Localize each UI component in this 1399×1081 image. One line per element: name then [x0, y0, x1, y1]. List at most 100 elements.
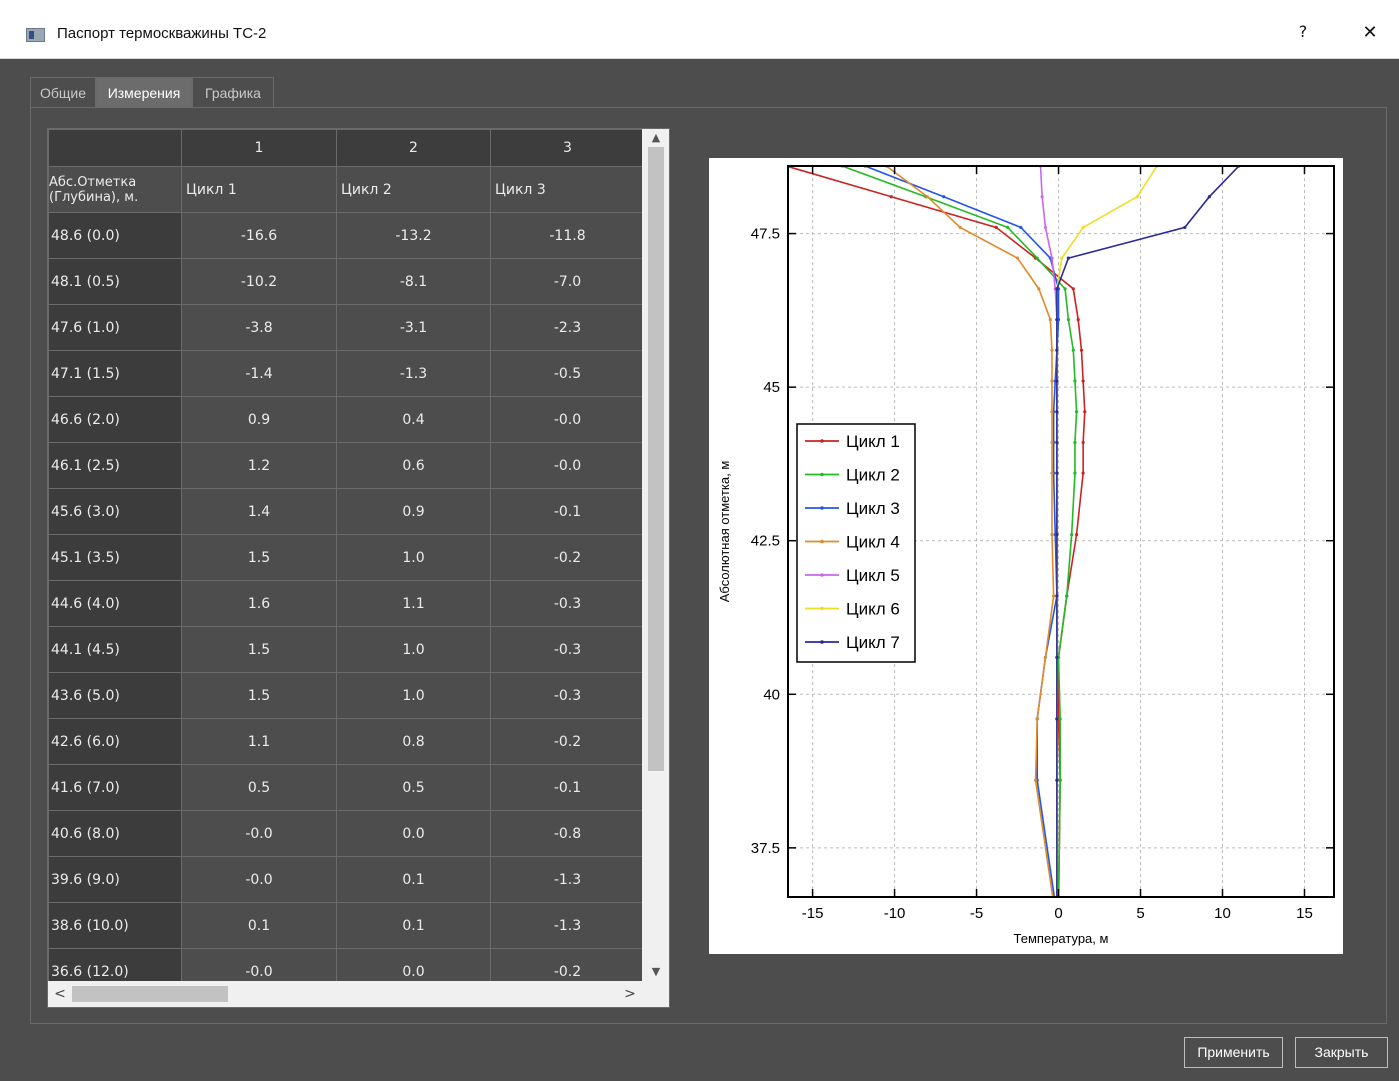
- table-cell[interactable]: 1.6: [181, 580, 337, 627]
- table-cell[interactable]: -0.3: [490, 626, 645, 673]
- scroll-right-icon[interactable]: >: [624, 986, 636, 1002]
- table-cell[interactable]: 0.6: [336, 442, 491, 489]
- table-cell[interactable]: -8.1: [336, 258, 491, 305]
- table-cell[interactable]: -0.2: [490, 534, 645, 581]
- column-number[interactable]: 1: [181, 129, 337, 167]
- data-point: [1055, 594, 1059, 598]
- table-cell[interactable]: -2.3: [490, 304, 645, 351]
- legend-label: Цикл 3: [846, 499, 900, 518]
- table-row[interactable]: 44.1 (4.5) 1.5 1.0 -0.3: [48, 626, 645, 673]
- table-row[interactable]: 42.6 (6.0) 1.1 0.8 -0.2: [48, 718, 645, 765]
- table-cell[interactable]: 1.2: [181, 442, 337, 489]
- table-cell[interactable]: -3.8: [181, 304, 337, 351]
- table-cell[interactable]: -0.1: [490, 488, 645, 535]
- table-cell[interactable]: -0.3: [490, 672, 645, 719]
- cycle-header[interactable]: Цикл 1: [181, 166, 337, 213]
- table-cell[interactable]: 1.0: [336, 672, 491, 719]
- table-cell[interactable]: 0.9: [181, 396, 337, 443]
- tab-general[interactable]: Общие: [30, 77, 96, 107]
- legend-marker: [820, 606, 824, 611]
- data-point: [1055, 348, 1059, 352]
- table-cell[interactable]: -0.2: [490, 718, 645, 765]
- table-cell[interactable]: 0.4: [336, 396, 491, 443]
- table-cell[interactable]: -11.8: [490, 212, 645, 259]
- table-cell[interactable]: -0.1: [490, 764, 645, 811]
- table-row[interactable]: 45.1 (3.5) 1.5 1.0 -0.2: [48, 534, 645, 581]
- table-cell[interactable]: -16.6: [181, 212, 337, 259]
- table-cell[interactable]: -0.0: [490, 396, 645, 443]
- table-row[interactable]: 48.6 (0.0) -16.6 -13.2 -11.8: [48, 212, 645, 259]
- table-cell[interactable]: -1.3: [490, 902, 645, 949]
- table-cell[interactable]: 1.1: [336, 580, 491, 627]
- table-cell[interactable]: 0.1: [336, 902, 491, 949]
- cycle-header[interactable]: Цикл 2: [336, 166, 491, 213]
- cycle-header[interactable]: Цикл 3: [490, 166, 645, 213]
- help-button[interactable]: ?: [1298, 22, 1308, 41]
- tab-graphics[interactable]: Графика: [192, 77, 274, 107]
- table-row[interactable]: 46.6 (2.0) 0.9 0.4 -0.0: [48, 396, 645, 443]
- table-cell[interactable]: -0.3: [490, 580, 645, 627]
- close-icon[interactable]: ✕: [1362, 22, 1378, 43]
- table-cell[interactable]: 1.5: [181, 534, 337, 581]
- table-cell[interactable]: 1.0: [336, 626, 491, 673]
- table-row[interactable]: 40.6 (8.0) -0.0 0.0 -0.8: [48, 810, 645, 857]
- table-row[interactable]: 43.6 (5.0) 1.5 1.0 -0.3: [48, 672, 645, 719]
- table-row[interactable]: 44.6 (4.0) 1.6 1.1 -0.3: [48, 580, 645, 627]
- vertical-scroll-thumb[interactable]: [648, 147, 664, 771]
- x-tick-label: -5: [970, 905, 983, 922]
- table-cell[interactable]: 0.0: [336, 810, 491, 857]
- table-row[interactable]: 47.6 (1.0) -3.8 -3.1 -2.3: [48, 304, 645, 351]
- column-number[interactable]: 3: [490, 129, 645, 167]
- table-cell[interactable]: -0.5: [490, 350, 645, 397]
- table-row[interactable]: 46.1 (2.5) 1.2 0.6 -0.0: [48, 442, 645, 489]
- table-row[interactable]: 48.1 (0.5) -10.2 -8.1 -7.0: [48, 258, 645, 305]
- vertical-scrollbar[interactable]: ▲ ▼: [642, 129, 669, 981]
- close-button[interactable]: Закрыть: [1295, 1037, 1388, 1068]
- table-row[interactable]: 41.6 (7.0) 0.5 0.5 -0.1: [48, 764, 645, 811]
- table-cell[interactable]: 1.5: [181, 672, 337, 719]
- table-cell[interactable]: -1.4: [181, 350, 337, 397]
- horizontal-scroll-thumb[interactable]: [72, 986, 228, 1002]
- table-cell[interactable]: -13.2: [336, 212, 491, 259]
- tab-measurements[interactable]: Измерения: [96, 77, 192, 107]
- table-cell[interactable]: -0.0: [181, 810, 337, 857]
- scroll-up-icon[interactable]: ▲: [651, 131, 661, 144]
- table-cell[interactable]: -0.0: [181, 856, 337, 903]
- table-cell[interactable]: 0.8: [336, 718, 491, 765]
- horizontal-scrollbar[interactable]: < >: [48, 981, 642, 1007]
- scroll-down-icon[interactable]: ▼: [651, 965, 661, 978]
- table-cell[interactable]: 1.4: [181, 488, 337, 535]
- table-row[interactable]: 47.1 (1.5) -1.4 -1.3 -0.5: [48, 350, 645, 397]
- measurements-table[interactable]: 1 2 3 Абс.Отметка (Глубина), м. Цикл 1 Ц…: [47, 128, 670, 1008]
- table-cell[interactable]: 0.5: [336, 764, 491, 811]
- table-cell[interactable]: 0.1: [336, 856, 491, 903]
- table-cell[interactable]: 1.0: [336, 534, 491, 581]
- table-row[interactable]: 39.6 (9.0) -0.0 0.1 -1.3: [48, 856, 645, 903]
- x-tick-label: -10: [884, 905, 906, 922]
- y-tick-label: 47.5: [751, 226, 780, 243]
- table-cell[interactable]: -3.1: [336, 304, 491, 351]
- table-cell[interactable]: 0.5: [181, 764, 337, 811]
- row-depth-label: 42.6 (6.0): [48, 718, 182, 765]
- y-tick-label: 42.5: [751, 533, 780, 550]
- column-number[interactable]: 2: [336, 129, 491, 167]
- table-cell[interactable]: -7.0: [490, 258, 645, 305]
- table-cell[interactable]: -10.2: [181, 258, 337, 305]
- table-row[interactable]: 38.6 (10.0) 0.1 0.1 -1.3: [48, 902, 645, 949]
- table-cell[interactable]: -0.8: [490, 810, 645, 857]
- table-cell[interactable]: 1.5: [181, 626, 337, 673]
- table-cell[interactable]: 0.1: [181, 902, 337, 949]
- y-tick-label: 40: [763, 686, 780, 703]
- data-point: [1135, 195, 1139, 199]
- apply-button[interactable]: Применить: [1184, 1037, 1283, 1068]
- table-cell[interactable]: -1.3: [336, 350, 491, 397]
- table-cell[interactable]: -0.0: [490, 442, 645, 489]
- data-point: [1081, 471, 1085, 475]
- table-cell[interactable]: 0.9: [336, 488, 491, 535]
- table-row[interactable]: 45.6 (3.0) 1.4 0.9 -0.1: [48, 488, 645, 535]
- data-point: [1081, 379, 1085, 383]
- table-cell[interactable]: -1.3: [490, 856, 645, 903]
- scroll-left-icon[interactable]: <: [54, 986, 66, 1002]
- table-cell[interactable]: 1.1: [181, 718, 337, 765]
- temperature-chart: -15 -10 -5 0 5 10 15 37.5 40 42.5 45 47.5 Температур…: [709, 158, 1343, 954]
